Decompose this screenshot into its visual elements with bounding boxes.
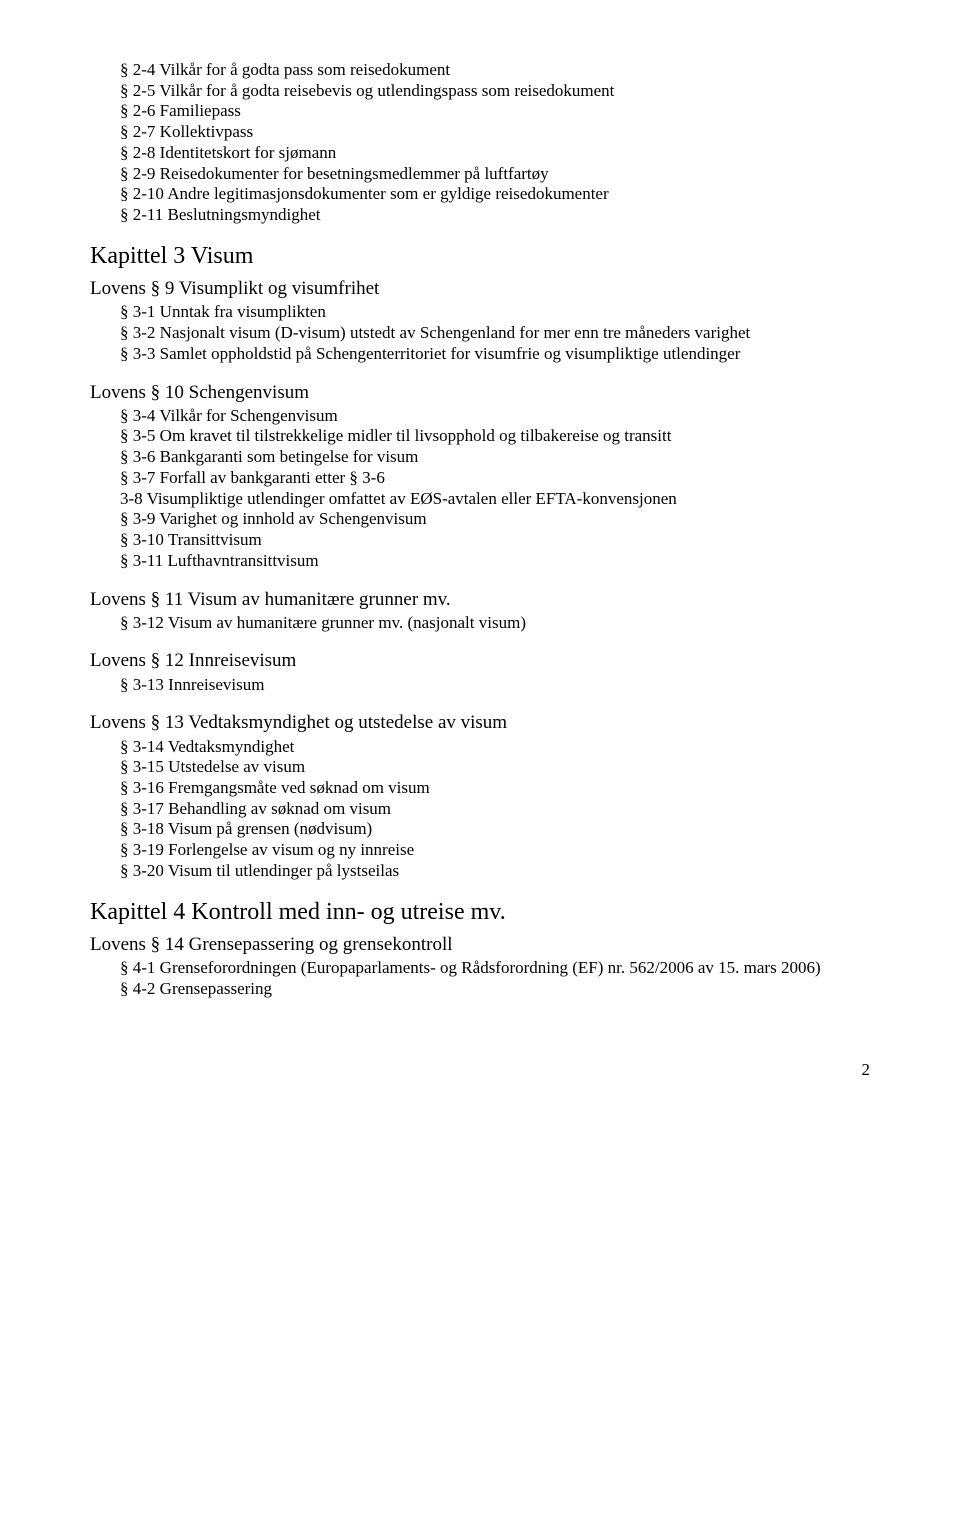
item-list: § 3-12 Visum av humanitære grunner mv. (… bbox=[90, 613, 870, 634]
chapter-heading: Kapittel 3 Visum bbox=[90, 242, 870, 271]
list-item: § 3-12 Visum av humanitære grunner mv. (… bbox=[90, 613, 870, 634]
item-list: § 3-1 Unntak fra visumplikten§ 3-2 Nasjo… bbox=[90, 302, 870, 364]
chapter-heading: Kapittel 4 Kontroll med inn- og utreise … bbox=[90, 898, 870, 927]
list-item: § 2-5 Vilkår for å godta reisebevis og u… bbox=[90, 81, 870, 102]
list-item: § 3-18 Visum på grensen (nødvisum) bbox=[90, 819, 870, 840]
list-item: § 4-1 Grenseforordningen (Europaparlamen… bbox=[90, 958, 870, 979]
item-list: § 3-13 Innreisevisum bbox=[90, 675, 870, 696]
section-heading: Lovens § 13 Vedtaksmyndighet og utstedel… bbox=[90, 711, 870, 734]
list-item: § 3-1 Unntak fra visumplikten bbox=[90, 302, 870, 323]
list-item: § 3-9 Varighet og innhold av Schengenvis… bbox=[90, 509, 870, 530]
section-heading: Lovens § 14 Grensepassering og grensekon… bbox=[90, 933, 870, 956]
section-heading: Lovens § 9 Visumplikt og visumfrihet bbox=[90, 277, 870, 300]
list-item: § 2-8 Identitetskort for sjømann bbox=[90, 143, 870, 164]
item-list: § 3-4 Vilkår for Schengenvisum§ 3-5 Om k… bbox=[90, 406, 870, 572]
page-number: 2 bbox=[90, 1060, 870, 1081]
item-list: § 2-4 Vilkår for å godta pass som reised… bbox=[90, 60, 870, 226]
list-item: § 3-16 Fremgangsmåte ved søknad om visum bbox=[90, 778, 870, 799]
list-item: § 3-3 Samlet oppholdstid på Schengenterr… bbox=[90, 344, 870, 365]
section-heading: Lovens § 11 Visum av humanitære grunner … bbox=[90, 588, 870, 611]
list-item: § 3-5 Om kravet til tilstrekkelige midle… bbox=[90, 426, 870, 447]
item-list: § 3-14 Vedtaksmyndighet§ 3-15 Utstedelse… bbox=[90, 737, 870, 882]
list-item: § 3-4 Vilkår for Schengenvisum bbox=[90, 406, 870, 427]
list-item: § 3-2 Nasjonalt visum (D-visum) utstedt … bbox=[90, 323, 870, 344]
list-item: § 3-19 Forlengelse av visum og ny innrei… bbox=[90, 840, 870, 861]
item-list: § 4-1 Grenseforordningen (Europaparlamen… bbox=[90, 958, 870, 999]
list-item: § 3-11 Lufthavntransittvisum bbox=[90, 551, 870, 572]
list-item: 3-8 Visumpliktige utlendinger omfattet a… bbox=[90, 489, 870, 510]
list-item: § 4-2 Grensepassering bbox=[90, 979, 870, 1000]
list-item: § 2-9 Reisedokumenter for besetningsmedl… bbox=[90, 164, 870, 185]
document-body: § 2-4 Vilkår for å godta pass som reised… bbox=[90, 60, 870, 1000]
list-item: § 2-6 Familiepass bbox=[90, 101, 870, 122]
list-item: § 3-7 Forfall av bankgaranti etter § 3-6 bbox=[90, 468, 870, 489]
list-item: § 3-17 Behandling av søknad om visum bbox=[90, 799, 870, 820]
list-item: § 2-4 Vilkår for å godta pass som reised… bbox=[90, 60, 870, 81]
list-item: § 2-10 Andre legitimasjonsdokumenter som… bbox=[90, 184, 870, 205]
list-item: § 3-14 Vedtaksmyndighet bbox=[90, 737, 870, 758]
list-item: § 3-15 Utstedelse av visum bbox=[90, 757, 870, 778]
section-heading: Lovens § 10 Schengenvisum bbox=[90, 381, 870, 404]
list-item: § 3-6 Bankgaranti som betingelse for vis… bbox=[90, 447, 870, 468]
section-heading: Lovens § 12 Innreisevisum bbox=[90, 649, 870, 672]
list-item: § 2-11 Beslutningsmyndighet bbox=[90, 205, 870, 226]
list-item: § 3-13 Innreisevisum bbox=[90, 675, 870, 696]
list-item: § 3-20 Visum til utlendinger på lystseil… bbox=[90, 861, 870, 882]
list-item: § 2-7 Kollektivpass bbox=[90, 122, 870, 143]
list-item: § 3-10 Transittvisum bbox=[90, 530, 870, 551]
